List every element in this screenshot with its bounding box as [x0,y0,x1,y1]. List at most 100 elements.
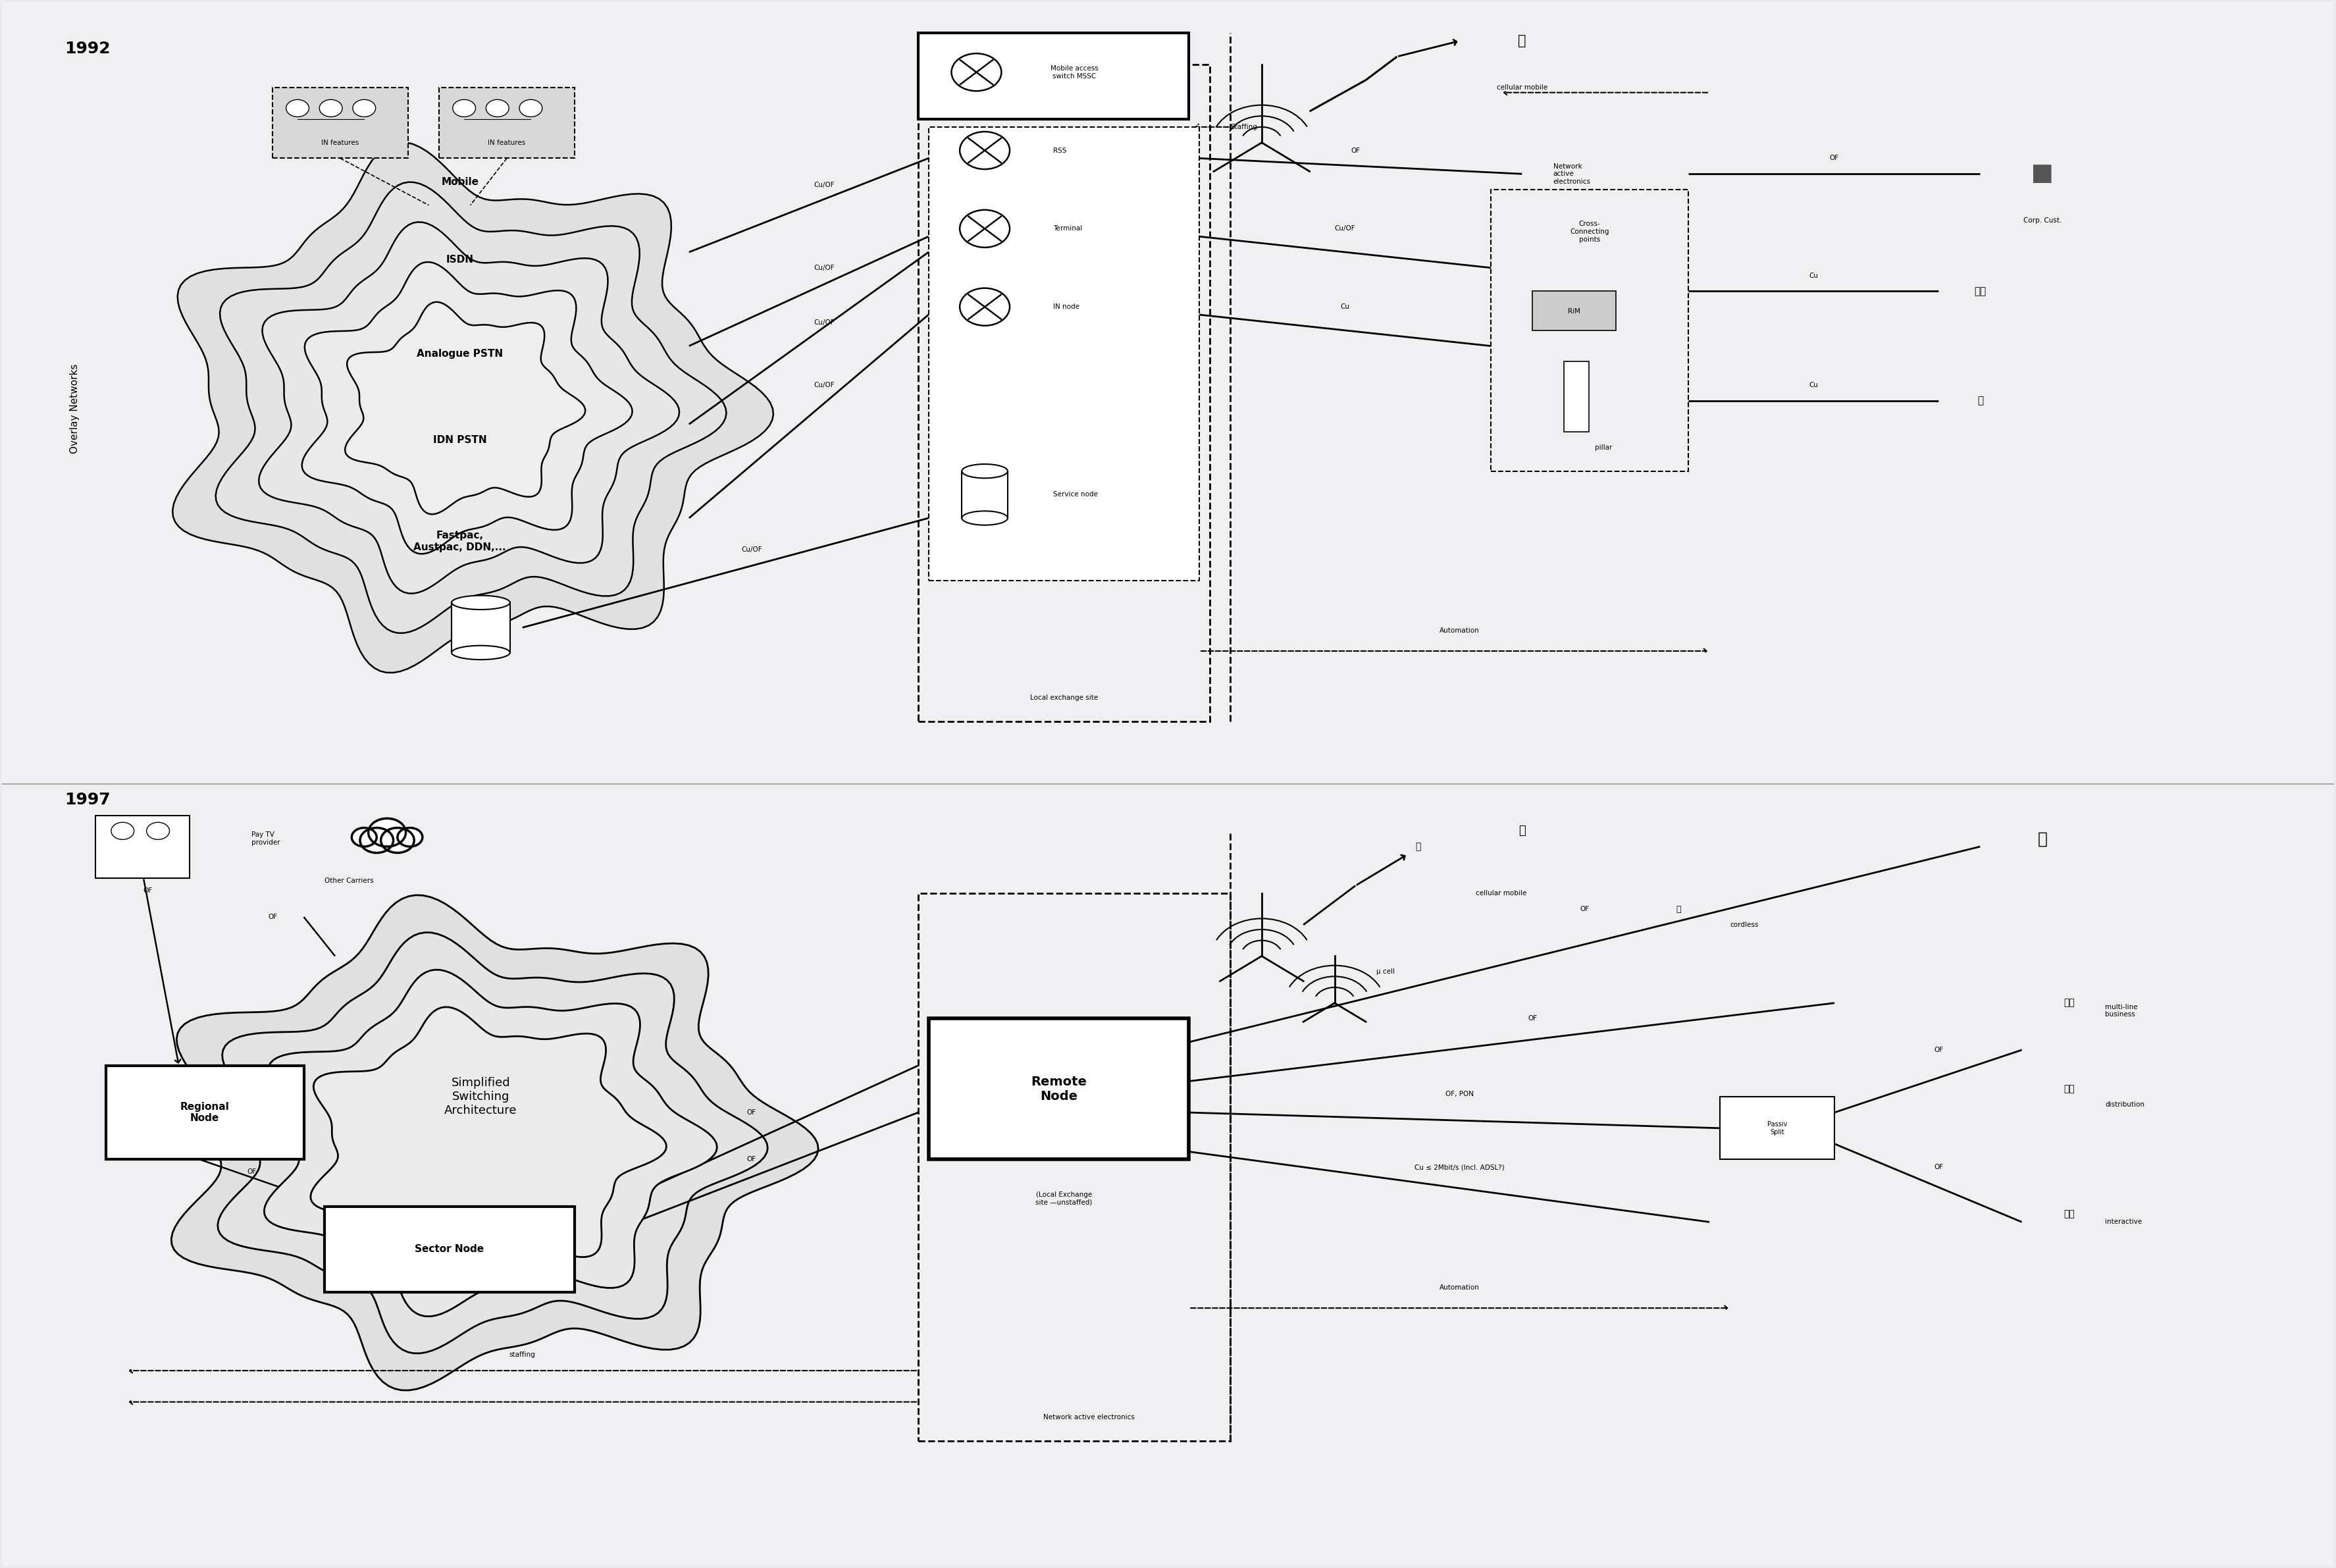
Circle shape [381,828,413,853]
PathPatch shape [264,969,717,1317]
Text: Analogue PSTN: Analogue PSTN [416,348,502,359]
Text: (Local Exchange
site —unstaffed): (Local Exchange site —unstaffed) [1035,1192,1093,1206]
Circle shape [453,100,477,116]
Text: IN node: IN node [1054,304,1079,310]
FancyBboxPatch shape [439,88,575,158]
Text: Network
active
electronics: Network active electronics [1553,163,1591,185]
Text: interactive: interactive [2105,1218,2142,1225]
Text: OF: OF [1829,155,1838,162]
Text: OF: OF [1579,906,1588,913]
Circle shape [320,100,343,116]
Text: Cu/OF: Cu/OF [1334,226,1355,232]
PathPatch shape [173,143,773,673]
FancyBboxPatch shape [105,1066,304,1159]
Text: Mobile access
switch MSSC: Mobile access switch MSSC [1051,66,1098,80]
Text: Mobile: Mobile [442,177,479,187]
FancyBboxPatch shape [273,88,409,158]
Text: Cu ≤ 2Mbit/s (Incl. ADSL?): Cu ≤ 2Mbit/s (Incl. ADSL?) [1416,1163,1504,1171]
Text: 🏭: 🏭 [2037,831,2049,847]
Text: 🖥📞: 🖥📞 [1974,287,1986,296]
Text: OF: OF [248,1168,257,1176]
Text: Cross-
Connecting
points: Cross- Connecting points [1570,221,1610,243]
Ellipse shape [962,511,1007,525]
Text: Network active electronics: Network active electronics [1044,1414,1135,1421]
Text: Sector Node: Sector Node [416,1245,484,1254]
Text: IN features: IN features [488,140,526,146]
Circle shape [353,100,376,116]
Text: Automation: Automation [1439,1284,1479,1290]
Text: cordless: cordless [1731,922,1759,928]
Text: Cu/OF: Cu/OF [813,381,834,389]
Circle shape [369,818,406,847]
Text: OF: OF [1934,1047,1944,1054]
Text: OF: OF [142,887,152,894]
Text: Overlay Networks: Overlay Networks [70,364,79,453]
Text: pillar: pillar [1595,444,1612,452]
Text: cellular mobile: cellular mobile [1476,891,1528,897]
Circle shape [960,210,1009,248]
Text: Remote
Node: Remote Node [1030,1076,1086,1102]
Text: Cu: Cu [1341,304,1350,310]
Text: RSS: RSS [1054,147,1068,154]
Text: OF: OF [269,914,278,920]
FancyBboxPatch shape [325,1206,575,1292]
Text: OF: OF [1934,1163,1944,1171]
Text: Cu: Cu [1808,273,1817,279]
FancyBboxPatch shape [451,602,509,652]
Circle shape [951,53,1002,91]
Text: distribution: distribution [2105,1101,2144,1109]
Text: OF: OF [1350,147,1360,154]
Text: ISDN: ISDN [446,256,474,265]
PathPatch shape [301,262,633,554]
Circle shape [519,100,542,116]
Circle shape [397,828,423,847]
Text: 📞📞: 📞📞 [2063,999,2074,1008]
PathPatch shape [215,182,726,633]
Text: Local exchange site: Local exchange site [1030,695,1098,701]
Text: IDN PSTN: IDN PSTN [432,434,486,445]
Text: 🔋: 🔋 [1675,905,1680,914]
Text: Passiv
Split: Passiv Split [1766,1121,1787,1135]
Text: OF, PON: OF, PON [1446,1090,1474,1098]
Text: Pay TV
provider: Pay TV provider [252,831,280,845]
Ellipse shape [962,464,1007,478]
Text: OF: OF [748,1156,757,1163]
PathPatch shape [346,303,586,514]
Text: Fastpac,
Austpac, DDN,...: Fastpac, Austpac, DDN,... [413,532,507,552]
Text: OF: OF [1528,1016,1537,1022]
Text: Automation: Automation [1439,627,1479,633]
Text: µ cell: µ cell [1376,969,1395,975]
Text: staffing: staffing [509,1352,535,1358]
Circle shape [960,289,1009,326]
Text: 🖥📺: 🖥📺 [2063,1209,2074,1218]
FancyBboxPatch shape [1532,292,1617,331]
Ellipse shape [451,646,509,660]
Text: 🚗: 🚗 [1518,825,1525,837]
Text: Corp. Cust.: Corp. Cust. [2023,218,2063,224]
Text: OF: OF [748,1109,757,1116]
Text: IN features: IN features [322,140,360,146]
FancyBboxPatch shape [96,815,189,878]
Text: 🖥📞: 🖥📞 [2063,1085,2074,1093]
Circle shape [147,822,171,839]
FancyBboxPatch shape [927,1019,1189,1159]
Circle shape [353,828,376,847]
Text: 🚗: 🚗 [1518,34,1525,47]
Text: Terminal: Terminal [1054,226,1082,232]
Text: Cu/OF: Cu/OF [813,182,834,188]
Text: cellular mobile: cellular mobile [1497,85,1546,91]
Text: Other Carriers: Other Carriers [325,878,374,884]
Text: Cu/OF: Cu/OF [741,546,762,552]
FancyBboxPatch shape [927,127,1198,580]
PathPatch shape [171,895,818,1391]
Text: Simplified
Switching
Architecture: Simplified Switching Architecture [444,1077,516,1116]
Text: Cu/OF: Cu/OF [813,265,834,271]
Text: Cu/OF: Cu/OF [813,320,834,326]
Circle shape [486,100,509,116]
Text: multi-line
business: multi-line business [2105,1004,2137,1018]
Text: Service node: Service node [1054,491,1098,499]
Circle shape [112,822,133,839]
PathPatch shape [259,223,680,593]
Text: 📱: 📱 [1416,842,1420,851]
Text: Regional
Node: Regional Node [180,1102,229,1123]
